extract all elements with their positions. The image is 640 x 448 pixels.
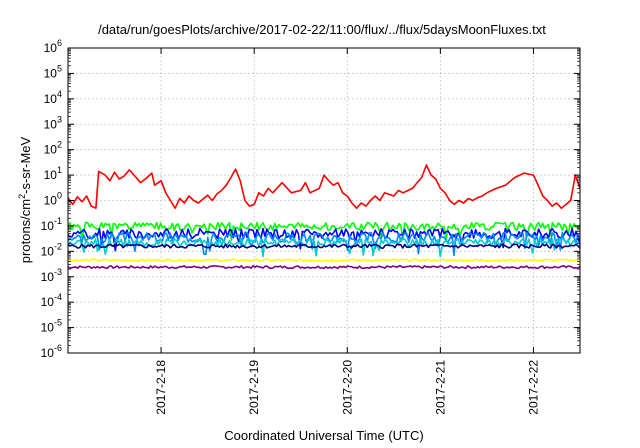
x-tick-label: 2017-2-19: [247, 360, 261, 415]
y-tick-label: 104: [44, 89, 62, 106]
x-tick-label: 2017-2-18: [154, 360, 168, 415]
y-axis-label-pre: protons/cm: [18, 199, 33, 263]
y-tick-label: 10-4: [41, 292, 62, 309]
series-line-8: [67, 265, 581, 270]
y-tick-label: 10-2: [41, 241, 62, 258]
x-tick-label: 2017-2-20: [340, 360, 354, 415]
series-lines: [67, 164, 581, 270]
y-tick-label: 103: [44, 114, 62, 131]
y-tick-label: 105: [44, 63, 62, 80]
y-axis-label-sup: 2: [17, 194, 27, 199]
y-tick-label: 106: [44, 38, 62, 55]
y-tick-label: 10-6: [41, 343, 62, 360]
y-tick-label: 10-3: [41, 267, 62, 284]
series-line-1: [67, 164, 581, 209]
x-tick-label: 2017-2-22: [526, 360, 540, 415]
y-tick-label: 10-5: [41, 318, 62, 335]
y-tick-label: 101: [44, 165, 62, 182]
chart-title: /data/run/goesPlots/archive/2017-02-22/1…: [98, 22, 546, 37]
y-tick-label: 10-1: [41, 216, 62, 233]
y-tick-label: 100: [44, 191, 62, 208]
x-axis-label: Coordinated Universal Time (UTC): [224, 428, 423, 443]
y-tick-label: 102: [44, 140, 62, 157]
y-axis-label: protons/cm2-s-sr-MeV: [17, 136, 33, 263]
grid: [68, 48, 580, 353]
x-tick-label: 2017-2-21: [433, 360, 447, 415]
y-axis: 10-6 10-5 10-4 10-3 10-2 10-1 100 101 102 103 104 1…: [41, 38, 580, 360]
series-line-2: [67, 221, 581, 242]
x-axis: 2017-2-18 2017-2-19 2017-2-20 2017-2-21 2017…: [154, 48, 540, 415]
y-axis-label-post: -s-sr-MeV: [18, 136, 33, 193]
series-line-6: [67, 243, 581, 249]
series-line-7: [67, 258, 581, 262]
